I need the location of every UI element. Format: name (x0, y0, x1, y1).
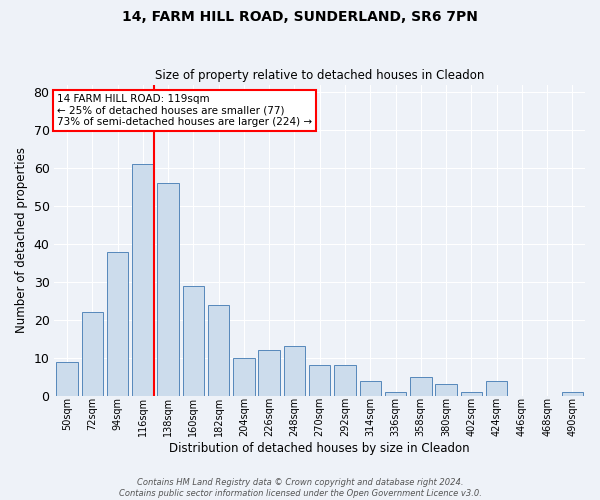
Text: Contains HM Land Registry data © Crown copyright and database right 2024.
Contai: Contains HM Land Registry data © Crown c… (119, 478, 481, 498)
Bar (107, 252, 128, 396)
Bar (334, 366, 356, 396)
Title: Size of property relative to detached houses in Cleadon: Size of property relative to detached ho… (155, 69, 484, 82)
Bar (410, 376, 431, 396)
Bar (182, 286, 204, 396)
Bar (157, 183, 179, 396)
Bar (461, 392, 482, 396)
Bar (233, 358, 254, 396)
Bar (562, 392, 583, 396)
Bar (309, 366, 331, 396)
Bar (284, 346, 305, 396)
Bar (82, 312, 103, 396)
X-axis label: Distribution of detached houses by size in Cleadon: Distribution of detached houses by size … (169, 442, 470, 455)
Bar (56, 362, 78, 396)
Bar (385, 392, 406, 396)
Bar (132, 164, 154, 396)
Bar (435, 384, 457, 396)
Bar (208, 304, 229, 396)
Bar (486, 380, 508, 396)
Text: 14 FARM HILL ROAD: 119sqm
← 25% of detached houses are smaller (77)
73% of semi-: 14 FARM HILL ROAD: 119sqm ← 25% of detac… (57, 94, 312, 127)
Bar (259, 350, 280, 396)
Y-axis label: Number of detached properties: Number of detached properties (15, 147, 28, 333)
Bar (359, 380, 381, 396)
Text: 14, FARM HILL ROAD, SUNDERLAND, SR6 7PN: 14, FARM HILL ROAD, SUNDERLAND, SR6 7PN (122, 10, 478, 24)
